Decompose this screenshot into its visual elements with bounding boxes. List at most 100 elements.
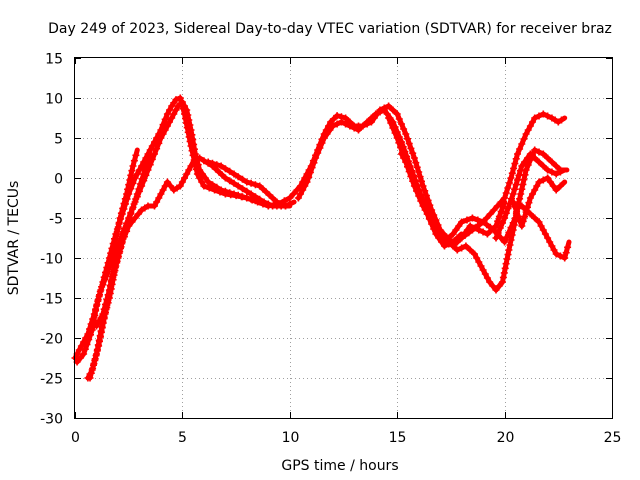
data-point: [161, 115, 169, 123]
data-point: [102, 300, 109, 308]
data-point: [419, 182, 427, 190]
x-tick-label: 20: [497, 430, 515, 446]
data-point: [172, 106, 180, 114]
data-point: [514, 176, 521, 184]
data-point: [550, 246, 558, 254]
data-point: [196, 166, 204, 174]
data-point: [505, 179, 513, 187]
data-point: [151, 202, 158, 210]
data-point: [327, 118, 335, 126]
y-tick-label: -10: [40, 252, 63, 268]
data-point: [423, 206, 431, 214]
data-point: [163, 122, 171, 130]
data-point: [76, 354, 84, 362]
y-tick-label: -20: [40, 332, 63, 348]
data-point: [289, 190, 297, 198]
data-point: [501, 238, 509, 246]
data-point: [410, 154, 418, 162]
data-point: [518, 185, 526, 193]
data-point: [168, 114, 176, 122]
data-point: [468, 214, 476, 222]
data-point: [421, 187, 429, 195]
data-point: [77, 342, 85, 350]
data-point: [415, 186, 423, 194]
data-point: [131, 214, 139, 222]
data-point: [535, 148, 543, 156]
data-point: [518, 202, 526, 210]
data-point: [537, 222, 545, 230]
data-point: [413, 181, 420, 189]
data-point: [546, 238, 554, 246]
data-point: [316, 144, 324, 152]
data-point: [506, 241, 514, 249]
x-tick-label: 10: [282, 430, 300, 446]
data-point: [178, 98, 186, 106]
data-point: [363, 118, 371, 126]
data-point: [507, 174, 515, 182]
data-point: [161, 126, 169, 134]
data-point: [514, 212, 522, 220]
data-point: [499, 203, 507, 211]
data-point: [133, 170, 141, 178]
data-point: [389, 106, 397, 114]
data-point: [561, 254, 569, 262]
data-point: [163, 110, 171, 118]
data-point: [166, 106, 173, 114]
data-point: [251, 181, 259, 189]
data-point: [133, 193, 141, 201]
data-point: [200, 182, 208, 190]
data-point: [87, 331, 94, 339]
data-point: [479, 218, 487, 226]
data-point: [330, 115, 338, 123]
data-point: [453, 238, 461, 246]
data-point: [372, 110, 380, 118]
data-point: [301, 182, 309, 190]
data-point: [217, 162, 225, 170]
data-point: [107, 277, 115, 285]
data-point: [549, 182, 557, 190]
data-point: [483, 221, 491, 229]
data-point: [205, 184, 213, 192]
data-point: [531, 146, 539, 154]
data-point: [226, 177, 234, 185]
data-point: [155, 139, 163, 147]
data-point: [166, 118, 173, 126]
data-point: [499, 278, 506, 286]
data-point: [151, 150, 158, 158]
data-point: [190, 145, 198, 153]
data-point: [86, 374, 94, 382]
data-point: [99, 310, 107, 318]
data-point: [499, 219, 506, 227]
data-point: [310, 159, 318, 167]
data-point: [100, 273, 108, 281]
data-point: [389, 124, 397, 132]
data-point: [125, 190, 133, 198]
data-point: [131, 174, 139, 182]
data-point: [535, 158, 543, 166]
data-point: [511, 160, 519, 168]
data-point: [438, 230, 446, 238]
y-tick-labels: -30 -25 -20 -15 -10 -5 0 5 10 15: [40, 52, 63, 428]
data-point: [466, 246, 474, 254]
data-point: [495, 282, 503, 290]
data-point: [367, 114, 375, 122]
data-point: [413, 163, 421, 171]
data-point: [492, 222, 500, 230]
data-point: [148, 155, 156, 163]
data-point: [128, 167, 136, 175]
data-point: [107, 249, 115, 257]
y-tick-label: 15: [45, 52, 63, 68]
data-point: [404, 162, 412, 170]
data-point: [299, 186, 307, 194]
data-point: [81, 345, 89, 353]
data-point: [479, 266, 487, 274]
data-point: [333, 120, 341, 128]
data-point: [297, 190, 304, 198]
data-point: [273, 198, 281, 206]
data-point: [129, 162, 137, 170]
data-point: [280, 197, 288, 205]
data-point: [326, 126, 334, 134]
data-point: [419, 196, 427, 204]
arc-14: [518, 202, 572, 262]
data-point: [111, 259, 119, 267]
